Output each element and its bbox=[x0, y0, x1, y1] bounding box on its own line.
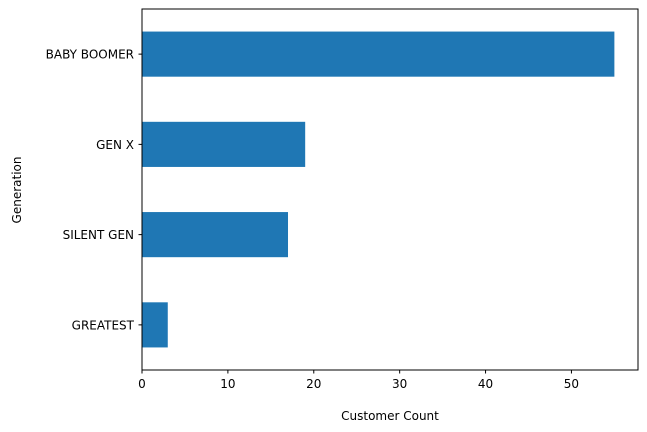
x-tick-label: 10 bbox=[220, 377, 235, 391]
y-axis-label: Generation bbox=[10, 157, 24, 224]
plot-frame bbox=[141, 8, 639, 371]
y-tick-label: GEN X bbox=[96, 138, 134, 152]
bars-group bbox=[142, 31, 615, 348]
x-tick-label: 50 bbox=[564, 377, 579, 391]
bar-gen-x bbox=[142, 121, 306, 167]
x-tick-label: 40 bbox=[478, 377, 493, 391]
x-axis-label: Customer Count bbox=[341, 409, 439, 423]
bar-silent-gen bbox=[142, 212, 289, 258]
y-tick-label: GREATEST bbox=[72, 318, 135, 332]
x-tick-group: 0 10 20 30 40 50 bbox=[138, 370, 579, 391]
x-tick-label: 20 bbox=[306, 377, 321, 391]
y-tick-group: GREATEST SILENT GEN GEN X BABY BOOMER bbox=[46, 48, 142, 332]
y-tick-label: BABY BOOMER bbox=[46, 48, 134, 62]
bar-baby-boomer bbox=[142, 31, 615, 77]
x-tick-label: 30 bbox=[392, 377, 407, 391]
y-tick-label: SILENT GEN bbox=[63, 228, 134, 242]
bar-greatest bbox=[142, 302, 168, 348]
x-tick-label: 0 bbox=[138, 377, 146, 391]
